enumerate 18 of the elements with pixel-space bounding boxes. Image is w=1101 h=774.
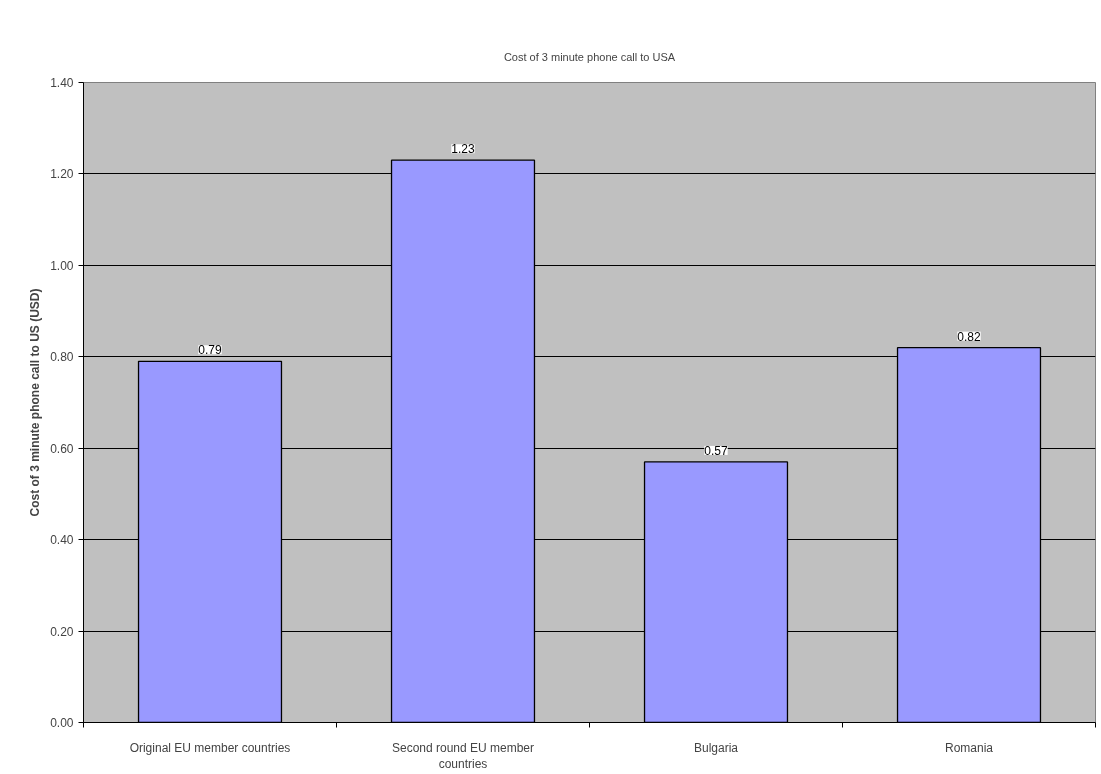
x-tick-label: Original EU member countries: [129, 740, 291, 755]
y-tick-label: 1.40: [50, 76, 74, 90]
data-label: 0.79: [198, 343, 222, 358]
x-tick-label: Romania: [944, 740, 994, 755]
x-tick-label: Bulgaria: [693, 740, 739, 755]
y-tick-label: 1.00: [50, 258, 74, 273]
y-tick-label: 0.40: [50, 533, 74, 548]
y-tick-label: 0.80: [50, 350, 74, 365]
y-tick-label: 0.20: [50, 624, 74, 639]
y-tick-label: 0.00: [50, 716, 74, 730]
chart-title: Cost of 3 minute phone call to USA: [503, 50, 676, 63]
y-axis-title: Cost of 3 minute phone call to US (USD): [28, 288, 43, 517]
x-tick-label: Second round EU member countries: [391, 740, 535, 772]
y-tick-label: 0.60: [50, 441, 74, 456]
data-label: 0.82: [957, 329, 981, 344]
y-tick-label: 1.20: [50, 167, 74, 182]
data-label: 1.23: [451, 142, 475, 157]
data-label: 0.57: [704, 443, 728, 458]
